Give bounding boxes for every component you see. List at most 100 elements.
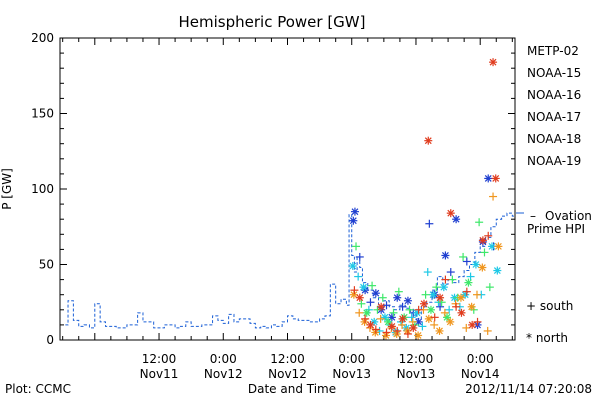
- point-noaa-16-south: [466, 272, 475, 281]
- legend-entry-noaa-16: NOAA-16: [527, 88, 581, 102]
- point-noaa-17-south: [352, 242, 361, 251]
- x-tick-label-time: 12:00: [142, 352, 177, 366]
- point-noaa-18-north: [467, 302, 476, 311]
- point-star-d2: [488, 242, 496, 250]
- point-noaa-19-south: [484, 231, 493, 240]
- satellite-legend: METP-02 NOAA-15 NOAA-16 NOAA-17 NOAA-18 NOAA-…: [527, 44, 581, 168]
- data-points: [348, 58, 503, 340]
- point-noaa-15-south: [366, 298, 375, 307]
- point-noaa-18-south: [489, 192, 498, 201]
- point-star-d2: [447, 209, 455, 217]
- point-noaa-18-south: [355, 308, 364, 317]
- point-star-d2: [356, 294, 364, 302]
- point-noaa-19-south: [473, 317, 482, 326]
- point-star-d2: [479, 236, 487, 244]
- point-noaa-19-south: [393, 326, 402, 335]
- point-noaa-15-south: [398, 302, 407, 311]
- point-star-d2: [350, 291, 358, 299]
- x-tick-label-time: 0:00: [467, 352, 494, 366]
- legend-entry-noaa-19: NOAA-19: [527, 154, 581, 168]
- point-noaa-16-north: [413, 308, 422, 317]
- point-noaa-19-north: [491, 174, 500, 183]
- point-noaa-19-south: [462, 287, 471, 296]
- point-star-d2: [351, 208, 359, 216]
- point-noaa-16-north: [348, 262, 357, 271]
- point-noaa-15-north: [371, 289, 380, 298]
- point-noaa-17-south: [389, 308, 398, 317]
- legend-entry-noaa-17: NOAA-17: [527, 110, 581, 124]
- point-noaa-18-north: [456, 293, 465, 302]
- point-noaa-18-north: [494, 242, 503, 251]
- point-star-d2: [494, 242, 502, 250]
- point-noaa-19-south: [382, 328, 391, 337]
- y-tick-label: 50: [39, 258, 54, 272]
- point-noaa-18-south: [430, 320, 439, 329]
- point-star-d2: [429, 291, 437, 299]
- point-noaa-16-south: [354, 272, 363, 281]
- point-star-d2: [361, 286, 369, 294]
- point-noaa-17-south: [421, 290, 430, 299]
- point-noaa-18-north: [478, 263, 487, 272]
- point-noaa-15-south: [446, 268, 455, 277]
- point-noaa-19-north: [355, 293, 364, 302]
- point-star-d2: [436, 294, 444, 302]
- x-tick-label-date: Nov12: [268, 367, 307, 381]
- point-noaa-19-north: [457, 308, 466, 317]
- point-noaa-15-north: [403, 296, 412, 305]
- point-star-d2: [492, 175, 500, 182]
- y-tick-label: 150: [31, 107, 54, 121]
- ovation-label-dash: –: [530, 209, 536, 223]
- point-noaa-17-north: [443, 313, 452, 322]
- point-star-d2: [363, 309, 371, 317]
- point-noaa-19-north: [446, 209, 455, 218]
- legend-entry-noaa-15: NOAA-15: [527, 66, 581, 80]
- point-star-d2: [427, 306, 435, 314]
- point-noaa-15-north: [393, 293, 402, 302]
- point-star-d2: [452, 215, 460, 223]
- point-noaa-15-south: [462, 257, 471, 266]
- footer-source: Plot: CCMC: [5, 382, 71, 396]
- point-noaa-18-south: [483, 326, 492, 335]
- point-noaa-19-south: [361, 314, 370, 323]
- y-axis-label: P [GW]: [0, 168, 14, 210]
- point-noaa-19-north: [377, 302, 386, 311]
- point-star-d2: [465, 279, 472, 287]
- point-noaa-15-north: [484, 174, 493, 183]
- point-star-d2: [420, 300, 428, 308]
- point-noaa-16-north: [429, 290, 438, 299]
- point-star-d2: [415, 318, 423, 326]
- ovation-label-line2: Prime HPI: [527, 222, 585, 236]
- point-noaa-15-north: [452, 215, 461, 224]
- point-star-d2: [443, 313, 451, 321]
- point-noaa-19-north: [436, 293, 445, 302]
- point-noaa-19-south: [414, 305, 423, 314]
- point-star-d2: [360, 283, 367, 291]
- point-noaa-15-north: [441, 251, 450, 260]
- point-noaa-18-south: [440, 308, 449, 317]
- point-star-d2: [441, 252, 449, 259]
- point-noaa-17-south: [357, 299, 366, 308]
- point-noaa-16-north: [439, 283, 448, 292]
- y-tick-label: 200: [31, 31, 54, 45]
- point-star-d2: [472, 261, 480, 268]
- x-axis: 12:00Nov110:00Nov1212:00Nov120:00Nov1312…: [62, 38, 513, 381]
- point-star-d2: [409, 324, 417, 332]
- x-tick-label-time: 0:00: [210, 352, 237, 366]
- point-noaa-19-north: [366, 320, 375, 329]
- point-star-d2: [436, 327, 443, 335]
- point-noaa-18-north: [446, 317, 455, 326]
- point-star-d2: [484, 175, 492, 182]
- point-noaa-16-south: [418, 322, 427, 331]
- point-star-d2: [349, 262, 357, 270]
- y-tick-label: 100: [31, 182, 54, 196]
- point-star-d2: [440, 283, 448, 291]
- point-noaa-16-north: [471, 260, 480, 269]
- point-noaa-16-south: [407, 313, 416, 322]
- point-noaa-19-north: [478, 236, 487, 245]
- point-star-d2: [388, 322, 396, 330]
- point-noaa-18-south: [376, 314, 385, 323]
- point-noaa-19-north: [420, 299, 428, 308]
- x-tick-label-date: Nov13: [332, 367, 371, 381]
- marker-legend-north: * north: [526, 331, 568, 345]
- footer-timestamp: 2012/11/14 07:20:08: [465, 382, 592, 396]
